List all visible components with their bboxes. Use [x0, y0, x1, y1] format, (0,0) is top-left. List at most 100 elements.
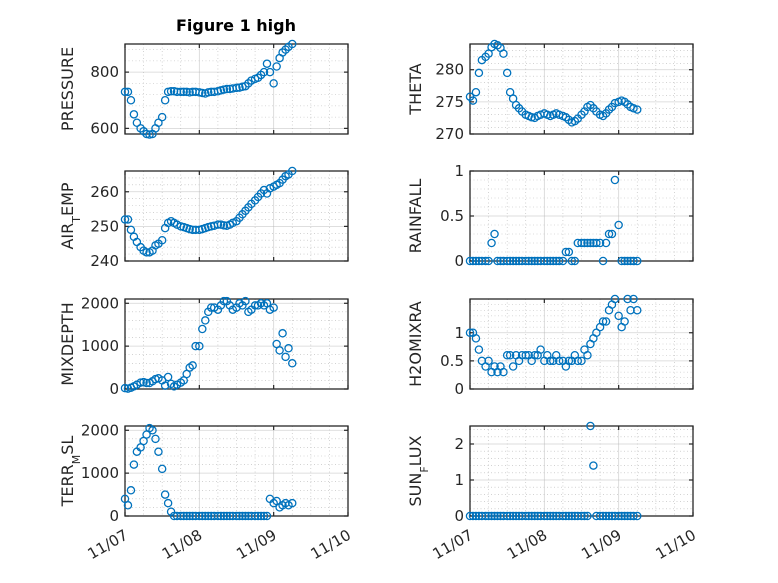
data-point [629, 104, 638, 113]
data-point [145, 130, 154, 139]
data-point [123, 215, 133, 224]
data-point [521, 256, 531, 266]
data-point [232, 83, 241, 93]
data-point [583, 350, 592, 360]
data-point [530, 256, 539, 266]
x-tick-label: 11/10 [653, 526, 699, 563]
y-axis-label: MIXDEPTH [58, 302, 77, 385]
data-point [511, 256, 521, 266]
data-point [527, 511, 536, 521]
y-axis-label: RAINFALL [406, 179, 425, 254]
data-point [564, 247, 574, 257]
axes-box [469, 298, 694, 390]
data-point [508, 256, 518, 266]
data-point [592, 238, 601, 248]
data-point [567, 256, 577, 266]
data-point [583, 238, 592, 248]
data-point [195, 511, 204, 521]
data-point [201, 316, 210, 325]
data-point [505, 511, 515, 521]
data-point [129, 460, 139, 469]
data-point [204, 511, 213, 521]
data-point [487, 238, 496, 248]
data-point [505, 256, 515, 266]
data-point [160, 490, 170, 499]
data-point [182, 87, 191, 97]
data-point [179, 511, 188, 521]
data-point [188, 361, 197, 370]
y-axis-label: THETA [406, 63, 425, 115]
data-point [502, 350, 512, 360]
data-point [142, 248, 151, 257]
data-point [198, 511, 207, 521]
data-point [157, 112, 167, 122]
data-point [151, 434, 160, 444]
data-point [216, 511, 226, 521]
data-point [583, 511, 592, 521]
y-tick-label: 1 [454, 162, 464, 180]
data-point [481, 256, 490, 266]
data-point [629, 294, 638, 304]
data-point [481, 511, 490, 521]
data-point [554, 356, 564, 366]
data-point [176, 87, 185, 97]
y-tick-label: 260 [90, 183, 119, 201]
data-point [166, 87, 176, 96]
x-tick-label: 11/09 [233, 526, 279, 563]
y-tick-label: 1 [454, 324, 464, 342]
subplot-pressure: 600 800 PRESSURE [58, 39, 349, 139]
data-point [471, 511, 481, 521]
data-point [154, 447, 163, 456]
data-point [126, 96, 136, 105]
subplot-theta: 270 275 280 THETA [406, 39, 694, 143]
data-point [191, 341, 200, 351]
data-point [213, 511, 223, 521]
data-point [586, 238, 595, 248]
subplot-air-temp: 240 250 260 AIRTEMP [58, 166, 349, 270]
data-point [499, 49, 508, 58]
data-point [465, 511, 475, 521]
data-point [262, 59, 272, 68]
data-point [163, 372, 173, 382]
data-point [201, 511, 210, 521]
subplot-terr-msl: 0 1000 2000 11/07 11/08 11/09 11/10 TERRMSL [58, 421, 354, 563]
data-point [471, 334, 481, 343]
y-tick-label: 0 [109, 380, 119, 398]
data-point [213, 220, 223, 229]
data-point [617, 256, 626, 266]
data-point [126, 225, 136, 235]
data-point [493, 256, 502, 266]
x-tick-label: 11/08 [504, 526, 550, 563]
data-point [521, 350, 531, 360]
data-point [232, 511, 241, 521]
data-point [126, 486, 136, 495]
y-tick-label: 1 [454, 471, 464, 489]
data-point [554, 256, 564, 266]
data-point [620, 511, 629, 521]
data-point [543, 511, 552, 521]
data-point [278, 329, 287, 338]
data-point [577, 238, 586, 248]
y-tick-label: 0 [454, 252, 464, 270]
data-point [287, 498, 297, 508]
data-point [265, 67, 275, 77]
data-point [595, 238, 605, 248]
data-point [160, 96, 170, 105]
data-point [287, 166, 297, 176]
data-point [629, 256, 638, 266]
data-point [222, 84, 232, 94]
data-point [633, 305, 642, 315]
data-point [269, 79, 278, 88]
data-point [123, 87, 133, 97]
data-point [262, 511, 272, 521]
data-point [182, 511, 191, 521]
data-point [198, 88, 207, 98]
data-point [160, 381, 170, 390]
data-point [120, 215, 130, 224]
data-point [614, 311, 623, 321]
data-point [471, 256, 481, 266]
y-tick-label: 600 [90, 119, 119, 137]
y-axis-label: AIRTEMP [58, 182, 83, 249]
data-point [487, 511, 496, 521]
